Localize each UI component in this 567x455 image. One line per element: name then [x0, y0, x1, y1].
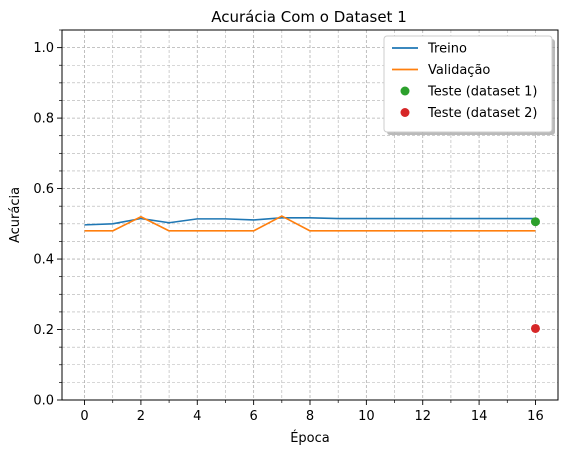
series-layer: [84, 215, 540, 333]
x-tick-label: 16: [527, 409, 544, 424]
data-point-teste-dataset-2: [530, 323, 540, 333]
series-line-validacao: [84, 215, 536, 232]
legend-label-teste-dataset-1: Teste (dataset 1): [427, 85, 537, 100]
x-tick-label: 14: [471, 409, 488, 424]
x-tick-label: 12: [414, 409, 431, 424]
x-tick-label: 2: [137, 409, 145, 424]
legend-label-validacao: Validação: [428, 63, 490, 78]
legend-label-teste-dataset-2: Teste (dataset 2): [427, 106, 537, 121]
y-tick-label: 0.6: [33, 182, 54, 197]
y-tick-label: 0.8: [33, 112, 54, 127]
y-tick-label: 0.4: [33, 253, 54, 268]
legend: Treino Validação Teste (dataset 1) Teste (d…: [383, 35, 555, 135]
y-tick-label: 0.2: [33, 323, 54, 338]
data-point-teste-dataset-1: [530, 217, 540, 227]
x-tick-label: 4: [193, 409, 201, 424]
y-tick-label: 1.0: [33, 41, 54, 56]
x-tick-label: 6: [249, 409, 257, 424]
legend-box: [383, 35, 553, 133]
y-axis-title: Acurácia: [8, 187, 23, 243]
legend-swatch-teste-dataset-1: [400, 86, 410, 96]
x-tick-label: 10: [358, 409, 375, 424]
axis-ticks: 0 2 4 6 8 10 12 14 16 0.0 0.2 0.4 0.6 0.8 1.0: [33, 29, 544, 424]
x-axis-title: Época: [290, 430, 330, 446]
y-tick-label: 0.0: [33, 394, 54, 409]
x-tick-label: 0: [80, 409, 88, 424]
legend-label-treino: Treino: [427, 42, 467, 57]
legend-swatch-teste-dataset-2: [400, 108, 410, 117]
series-line-treino: [84, 217, 536, 226]
grid: [62, 29, 558, 401]
chart-title: Acurácia Com o Dataset 1: [211, 8, 407, 26]
x-tick-label: 8: [306, 409, 314, 424]
